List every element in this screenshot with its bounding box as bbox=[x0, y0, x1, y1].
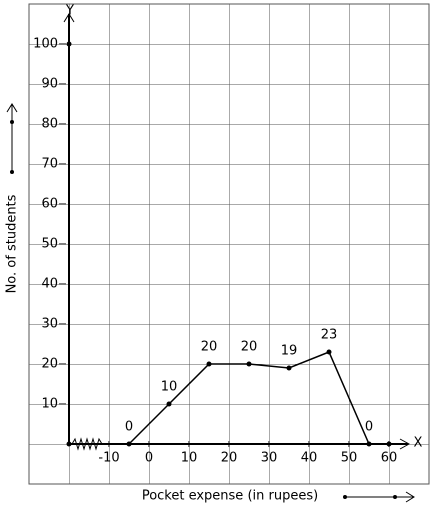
decor-arrow bbox=[6, 103, 18, 113]
x-tick-label: 10 bbox=[181, 451, 198, 466]
point bbox=[326, 349, 332, 355]
x-arrow bbox=[399, 438, 411, 450]
axis-dot bbox=[66, 41, 72, 47]
decor-dot bbox=[393, 495, 397, 499]
origin-dot bbox=[66, 441, 72, 447]
x-tick-label: 50 bbox=[341, 451, 358, 466]
x-axis-label: Pocket expense (in rupees) bbox=[142, 489, 318, 504]
data-label: 23 bbox=[321, 328, 338, 343]
y-tick-label: 70 bbox=[41, 157, 58, 172]
y-tick-label: 80 bbox=[41, 117, 58, 132]
x-tick-label: -10 bbox=[98, 451, 119, 466]
y-tick-label: 50 bbox=[41, 237, 58, 252]
grid bbox=[28, 3, 430, 485]
data-label: 19 bbox=[281, 344, 298, 359]
decor-arrow bbox=[405, 491, 415, 503]
y-tick-label: 100 bbox=[33, 37, 58, 52]
data-label: 10 bbox=[161, 380, 178, 395]
y-tick-label: 90 bbox=[41, 77, 58, 92]
y-tick-label: 30 bbox=[41, 317, 58, 332]
y-tick-label: 40 bbox=[41, 277, 58, 292]
y-tick-label: 60 bbox=[41, 197, 58, 212]
y-arrow bbox=[63, 13, 75, 23]
point bbox=[126, 441, 132, 447]
y-tick-label: 20 bbox=[41, 357, 58, 372]
x-tick-label: 40 bbox=[301, 451, 318, 466]
decor-dot bbox=[343, 495, 347, 499]
data-label: 0 bbox=[125, 420, 133, 435]
decor-dot bbox=[10, 170, 14, 174]
data-label: 20 bbox=[241, 340, 258, 355]
decor-dot bbox=[10, 120, 14, 124]
x-tick-label: 30 bbox=[261, 451, 278, 466]
point bbox=[166, 401, 172, 407]
data-label: 0 bbox=[365, 420, 373, 435]
y-axis-name: Y bbox=[65, 4, 74, 19]
y-tick-label: 10 bbox=[41, 397, 58, 412]
point bbox=[366, 441, 372, 447]
x-axis-name: X bbox=[414, 436, 423, 451]
x-tick-label: 20 bbox=[221, 451, 238, 466]
axis-break bbox=[71, 437, 103, 451]
point bbox=[286, 365, 292, 371]
x-tick-label: 0 bbox=[145, 451, 153, 466]
point bbox=[246, 361, 252, 367]
x-tick-label: 60 bbox=[381, 451, 398, 466]
y-axis-label: No. of students bbox=[5, 194, 20, 293]
point bbox=[206, 361, 212, 367]
data-label: 20 bbox=[201, 340, 218, 355]
